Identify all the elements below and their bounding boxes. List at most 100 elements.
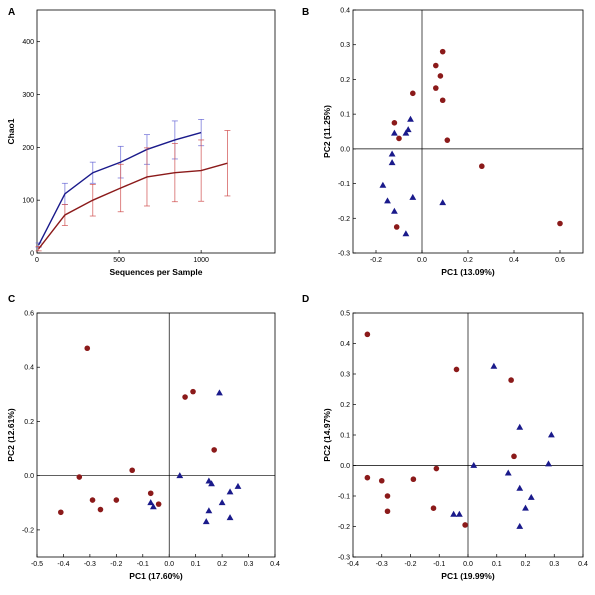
scatter-point-circle [378, 477, 385, 484]
x-tick-label: -0.1 [433, 561, 445, 568]
y-tick-label: -0.3 [338, 251, 350, 258]
scatter-point-circle [89, 497, 96, 503]
scatter-point-triangle [450, 510, 458, 517]
y-tick-label: -0.2 [22, 527, 34, 534]
panel-c-pcoa-chart: -0.5 -0.4 -0.3 -0.2 -0.1 0.0 0.1 0.2 0.3 0.4 -0.2 0… [6, 311, 280, 582]
scatter-point-circle [430, 505, 437, 512]
scatter-point-circle [211, 447, 217, 453]
y-tick-label: 200 [22, 145, 34, 152]
x-tick-label: -0.5 [31, 561, 43, 568]
x-tick-label: 0.0 [463, 561, 473, 568]
panel-label-c: C [8, 294, 15, 305]
scatter-point-triangle [402, 230, 410, 237]
y-tick-label: 0.0 [24, 473, 34, 480]
y-tick-label: -0.1 [338, 181, 350, 188]
scatter-point-triangle [516, 522, 524, 529]
scatter-point-triangle [147, 499, 155, 506]
x-axis-label: PC1 (19.99%) [441, 571, 495, 581]
scatter-point-circle [391, 120, 398, 126]
x-tick-label: -0.3 [376, 561, 388, 568]
x-tick-label: -0.1 [137, 561, 149, 568]
scatter-point-circle [557, 220, 563, 227]
scatter-point-triangle [516, 423, 524, 430]
x-tick-label: 500 [113, 257, 125, 264]
scatter-point-circle [444, 137, 451, 143]
scatter-point-circle [364, 474, 371, 481]
y-tick-label: 0.2 [340, 402, 350, 409]
x-axis-label: PC1 (13.09%) [441, 267, 495, 277]
scatter-point-circle [433, 465, 440, 472]
x-tick-label: 0.1 [492, 561, 502, 568]
panel-label-b: B [302, 7, 309, 18]
scatter-point-triangle [490, 362, 498, 369]
x-tick-label: -0.4 [57, 561, 69, 568]
scatter-point-triangle [384, 197, 391, 204]
scatter-point-triangle [176, 472, 184, 479]
y-tick-label: 0.3 [340, 372, 350, 379]
scatter-point-triangle [516, 484, 524, 491]
scatter-point-circle [384, 493, 391, 499]
x-tick-label: -0.2 [370, 257, 382, 264]
x-tick-label: 0 [35, 257, 39, 264]
x-tick-label: 0.3 [244, 561, 254, 568]
scatter-point-triangle [216, 389, 223, 396]
scatter-point-circle [190, 388, 196, 395]
scatter-point-triangle [527, 493, 535, 500]
x-tick-label: 0.6 [555, 257, 565, 264]
x-tick-label: -0.2 [404, 561, 416, 568]
scatter-point-circle [384, 508, 391, 515]
y-axis-label: PC2 (14.97%) [322, 408, 332, 462]
scatter-point-triangle [402, 129, 410, 136]
x-tick-label: 0.4 [270, 561, 280, 568]
scatter-point-circle [364, 331, 371, 338]
scatter-point-triangle [226, 488, 234, 495]
scatter-point-circle [76, 474, 83, 480]
scatter-point-circle [439, 97, 446, 104]
panel-b-pcoa-chart: -0.2 0.0 0.2 0.4 0.6 -0.3 -0.2 -0.1 0.0 0.1 0.2 0.3… [322, 8, 584, 277]
x-tick-label: 0.4 [578, 561, 588, 568]
y-tick-label: 0.2 [340, 77, 350, 84]
y-tick-label: 100 [22, 198, 34, 205]
x-tick-label: 0.0 [164, 561, 174, 568]
scatter-point-circle [439, 48, 446, 55]
scatter-point-triangle [439, 199, 447, 206]
y-tick-label: 0.1 [340, 112, 350, 119]
scatter-point-circle [410, 90, 416, 97]
x-tick-label: 0.2 [463, 257, 473, 264]
scatter-point-triangle [379, 181, 387, 188]
scatter-point-circle [113, 497, 120, 503]
scatter-point-triangle [407, 115, 414, 122]
y-tick-label: 0.4 [340, 341, 350, 348]
scatter-point-circle [393, 224, 400, 230]
panel-a-rarefaction-chart: 0 500 1000 0 100 200 300 400 Sequences per Sampl… [6, 9, 276, 277]
scatter-point-circle [129, 467, 135, 474]
x-axis-label: Sequences per Sample [109, 267, 202, 277]
scatter-point-circle [453, 366, 460, 373]
y-tick-label: 0 [30, 251, 34, 258]
scatter-point-triangle [504, 469, 512, 476]
scatter-point-circle [84, 345, 91, 352]
panel-label-d: D [302, 294, 309, 305]
x-tick-label: -0.3 [84, 561, 96, 568]
y-tick-label: 0.4 [24, 365, 34, 372]
y-tick-label: 0.3 [340, 42, 350, 49]
scatter-point-triangle [149, 503, 157, 510]
x-tick-label: 0.1 [191, 561, 201, 568]
x-tick-label: -0.4 [347, 561, 359, 568]
y-tick-label: 300 [22, 92, 34, 99]
scatter-point-triangle [202, 518, 210, 525]
scatter-point-circle [58, 509, 64, 516]
scatter-point-triangle [545, 460, 552, 467]
y-tick-label: -0.2 [338, 524, 350, 531]
scatter-point-triangle [205, 507, 213, 514]
x-tick-label: 1000 [193, 257, 209, 264]
y-axis-label: PC2 (11.25%) [322, 105, 332, 158]
scatter-point-triangle [391, 129, 398, 136]
scatter-point-circle [508, 377, 514, 383]
scatter-point-triangle [226, 514, 234, 521]
scatter-point-circle [511, 453, 517, 460]
scatter-point-triangle [404, 126, 412, 133]
y-tick-label: 0.2 [24, 419, 34, 426]
x-tick-label: 0.3 [549, 561, 559, 568]
